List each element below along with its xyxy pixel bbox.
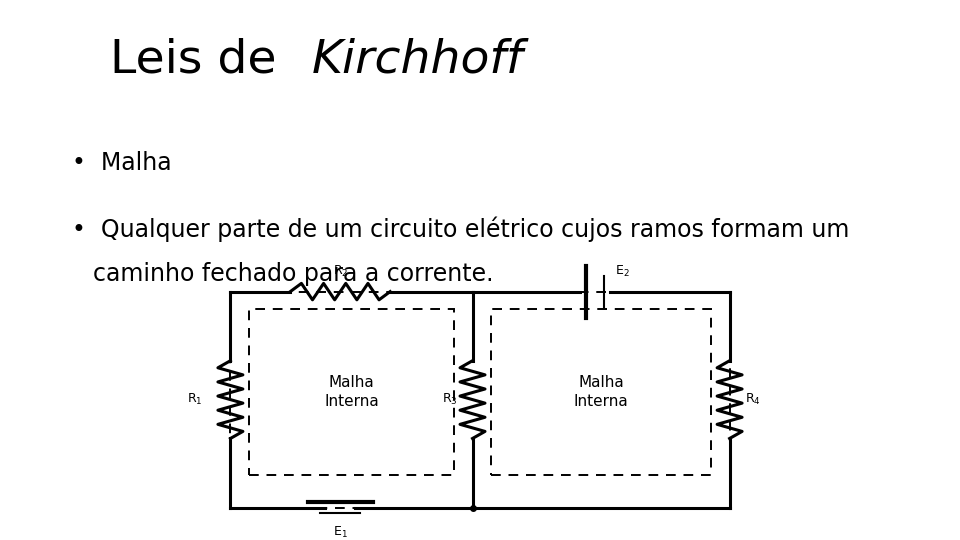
Text: •  Malha: • Malha xyxy=(72,151,172,175)
Text: R$_1$: R$_1$ xyxy=(187,392,203,407)
Text: Malha
Interna: Malha Interna xyxy=(324,375,379,409)
Text: Leis de: Leis de xyxy=(110,38,292,83)
Text: Kirchhoff: Kirchhoff xyxy=(312,38,523,83)
Bar xyxy=(230,292,730,508)
Text: R$_3$: R$_3$ xyxy=(442,392,458,407)
Text: R$_2$: R$_2$ xyxy=(332,264,348,279)
Text: R$_4$: R$_4$ xyxy=(745,392,760,407)
Text: Malha
Interna: Malha Interna xyxy=(574,375,629,409)
Bar xyxy=(492,309,710,475)
Text: E$_1$: E$_1$ xyxy=(333,525,348,540)
Text: •  Qualquer parte de um circuito elétrico cujos ramos formam um: • Qualquer parte de um circuito elétrico… xyxy=(72,216,850,241)
Text: caminho fechado para a corrente.: caminho fechado para a corrente. xyxy=(93,262,493,286)
Text: E$_2$: E$_2$ xyxy=(614,264,630,279)
Bar xyxy=(250,309,453,475)
